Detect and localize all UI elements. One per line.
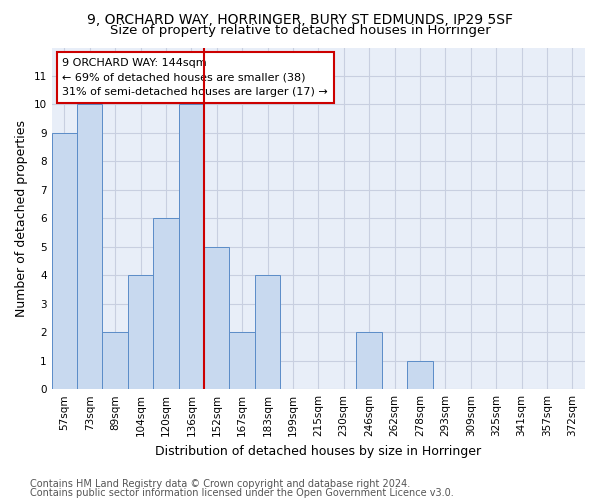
Bar (204, 247, 229, 389)
Bar (407, 360, 433, 389)
Bar (255, 276, 280, 389)
Bar (229, 332, 255, 389)
Text: 9, ORCHARD WAY, HORRINGER, BURY ST EDMUNDS, IP29 5SF: 9, ORCHARD WAY, HORRINGER, BURY ST EDMUN… (87, 12, 513, 26)
Bar (77, 104, 103, 389)
Y-axis label: Number of detached properties: Number of detached properties (15, 120, 28, 317)
Text: Contains public sector information licensed under the Open Government Licence v3: Contains public sector information licen… (30, 488, 454, 498)
Text: Size of property relative to detached houses in Horringer: Size of property relative to detached ho… (110, 24, 490, 37)
Bar (52, 133, 77, 389)
Text: Contains HM Land Registry data © Crown copyright and database right 2024.: Contains HM Land Registry data © Crown c… (30, 479, 410, 489)
Bar (103, 332, 128, 389)
Bar (179, 104, 204, 389)
Bar (153, 218, 179, 389)
Text: 9 ORCHARD WAY: 144sqm
← 69% of detached houses are smaller (38)
31% of semi-deta: 9 ORCHARD WAY: 144sqm ← 69% of detached … (62, 58, 328, 98)
Bar (128, 276, 153, 389)
X-axis label: Distribution of detached houses by size in Horringer: Distribution of detached houses by size … (155, 444, 481, 458)
Bar (356, 332, 382, 389)
